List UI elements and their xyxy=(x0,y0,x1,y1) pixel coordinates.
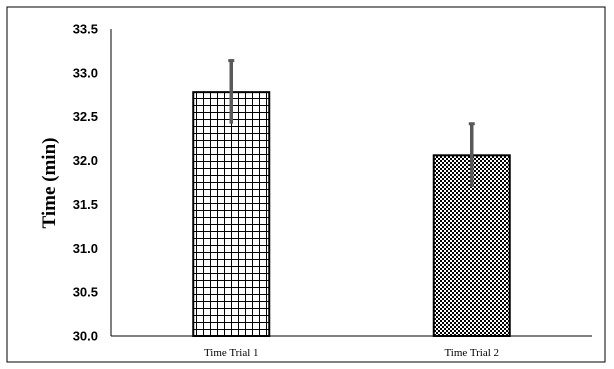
category-labels: Time Trial 1 Time Trial 2 xyxy=(204,347,499,359)
y-tick-label: 31.0 xyxy=(73,241,98,256)
y-tick-label: 30.0 xyxy=(73,329,98,344)
y-tick-label: 32.5 xyxy=(73,109,98,124)
y-tick-label: 30.5 xyxy=(73,285,98,300)
y-tick-label: 33.0 xyxy=(73,65,98,80)
bars xyxy=(192,91,511,338)
y-ticks: 30.0 30.5 31.0 31.5 32.0 32.5 33.0 33.5 xyxy=(73,22,98,344)
y-tick-label: 31.5 xyxy=(73,197,98,212)
y-tick-label: 33.5 xyxy=(73,22,98,37)
category-label-2: Time Trial 2 xyxy=(444,347,499,359)
category-label-1: Time Trial 1 xyxy=(204,347,259,359)
error-bar-1 xyxy=(228,59,235,124)
error-bars xyxy=(228,59,475,187)
error-bar-2 xyxy=(468,122,475,187)
y-tick-label: 32.0 xyxy=(73,153,98,168)
y-axis-title: Time (min) xyxy=(39,138,60,229)
bar-1 xyxy=(192,91,271,338)
chart-frame xyxy=(6,6,606,363)
